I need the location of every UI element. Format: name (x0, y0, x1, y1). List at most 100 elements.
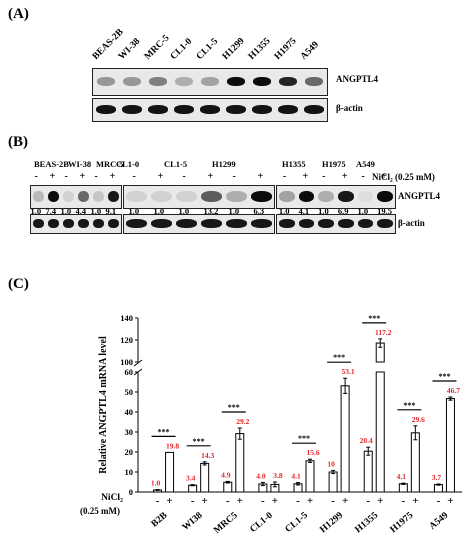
panel-b-angptl4-band (201, 191, 222, 202)
panel-b-quant-value: 1.0 (30, 206, 42, 216)
y-tick-label: 40 (125, 407, 134, 417)
minus-mark: - (401, 495, 405, 507)
panel-b-minus-mark: - (132, 171, 136, 182)
panel-b-angptl4-band (108, 191, 119, 202)
panel-b-actin-band (176, 219, 197, 228)
panel-b-quant-value: 1.0 (228, 206, 240, 216)
panel-a-angptl4-band (253, 77, 271, 86)
panel-b-angptl4-band (226, 191, 247, 202)
y-tick-label: 20 (125, 447, 134, 457)
panel-b-actin-band (78, 219, 89, 228)
panel-b-actin-blot (276, 214, 396, 234)
significance-mark: *** (333, 353, 345, 362)
panel-b-actin-band (318, 219, 334, 228)
panel-a-angptl4-band (279, 77, 297, 86)
value-label: 4.1 (291, 472, 301, 481)
panel-b-quant-value: 1.0 (357, 206, 369, 216)
panel-b-plus-mark: + (341, 171, 348, 182)
plus-mark: + (307, 495, 313, 507)
panel-a-label: (A) (8, 6, 29, 22)
value-label: 15.6 (306, 448, 319, 457)
panel-a-actin-label: β-actin (336, 103, 363, 113)
panel-b-angptl4-band (298, 191, 315, 202)
panel-b-angptl4-band (357, 191, 374, 202)
panel-b-angptl4-blot (123, 185, 275, 209)
significance-mark: *** (403, 401, 415, 410)
panel-b-minus-mark: - (94, 171, 98, 182)
panel-b-quant-value: 4.4 (75, 206, 87, 216)
panel-b-quant-value: 19.5 (377, 206, 393, 216)
panel-b-label: (B) (8, 134, 28, 150)
bar (328, 471, 338, 493)
value-label: 14.3 (201, 451, 214, 460)
panel-b-actin-blot (30, 214, 122, 234)
minus-mark: - (437, 495, 441, 507)
bar (398, 483, 408, 493)
bar (200, 462, 210, 493)
value-label: 117.2 (375, 328, 392, 337)
bar (410, 432, 420, 493)
minus-mark: - (156, 495, 160, 507)
bar (445, 398, 455, 493)
plus-mark: + (447, 495, 453, 507)
panel-b-lane-cl1-5: CL1-5 (164, 159, 188, 169)
panel-b-quant-value: 1.0 (178, 206, 190, 216)
panel-a-actin-band (148, 105, 168, 114)
panel-b-actin-band (377, 219, 393, 228)
concentration-label: (0.25 mM) (80, 506, 120, 516)
panel-b-actin-band (357, 219, 374, 228)
panel-b-actin-band (226, 219, 247, 228)
panel-b-actin-band (63, 219, 74, 228)
panel-b-angptl4-band (78, 191, 89, 202)
value-label: 10 (327, 459, 335, 468)
panel-b-actin-band (298, 219, 315, 228)
panel-c-label: (C) (8, 276, 29, 292)
panel-b-actin-band (279, 219, 295, 228)
value-label: 19.8 (166, 441, 179, 450)
panel-b-quant-value: 4.1 (298, 206, 310, 216)
value-label: 46.7 (447, 386, 460, 395)
panel-a-angptl4-band (149, 77, 167, 86)
panel-b-angptl4-blot (30, 185, 122, 209)
panel-b-minus-mark: - (322, 171, 326, 182)
panel-b-angptl4-band (126, 191, 147, 202)
panel-b-quant-value: 7.4 (45, 206, 57, 216)
panel-b-actin-band (201, 219, 222, 228)
bar (165, 451, 175, 493)
panel-b-plus-mark: + (207, 171, 214, 182)
value-label: 29.6 (412, 415, 425, 424)
panel-b-minus-mark: - (282, 171, 287, 182)
plus-mark: + (202, 495, 208, 507)
panel-b-angptl4-band (377, 191, 393, 202)
value-label: 4.9 (221, 470, 231, 479)
panel-b-lane-wi-38: WI-38 (68, 159, 92, 169)
panel-b-minus-mark: - (34, 171, 38, 182)
panel-a-angptl4-band (97, 77, 115, 86)
panel-a-angptl4-band (123, 77, 141, 86)
bar (340, 385, 350, 493)
panel-b-minus-mark: - (182, 171, 186, 182)
panel-b-actin-band (338, 219, 354, 228)
panel-b-quant-value: 6.9 (337, 206, 349, 216)
panel-a-actin-blot (92, 98, 328, 122)
panel-b-actin-band (108, 219, 119, 228)
panel-b-quant-value: 13.2 (203, 206, 219, 216)
panel-b-lane-mrc-5: MRC-5 (96, 159, 124, 169)
value-label: 3.7 (432, 473, 442, 482)
panel-b-quant-value: 1.0 (90, 206, 102, 216)
panel-a-actin-band (252, 105, 272, 114)
panel-b-plus-mark: + (157, 171, 164, 182)
panel-b-quant-value: 6.3 (253, 206, 265, 216)
y-tick-label: 60 (125, 367, 134, 377)
panel-b-actin-band (48, 219, 59, 228)
panel-a-angptl4-band (305, 77, 323, 86)
panel-a-angptl4-band (201, 77, 219, 86)
panel-a-actin-band (200, 105, 220, 114)
nicl2-label: NiCl₂ (101, 493, 123, 503)
significance-mark: *** (193, 437, 205, 446)
panel-b-quant-value: 1.0 (128, 206, 140, 216)
y-tick-label: 10 (125, 467, 134, 477)
panel-b-lane-h1355: H1355 (282, 159, 306, 169)
panel-b-angptl4-band (93, 191, 104, 202)
